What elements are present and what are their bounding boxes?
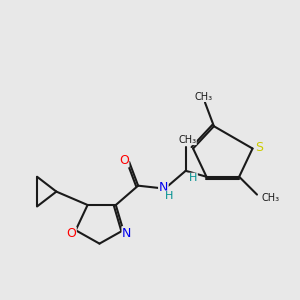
Text: CH₃: CH₃	[178, 135, 196, 145]
Text: N: N	[159, 181, 168, 194]
Text: N: N	[122, 227, 131, 240]
Text: S: S	[255, 140, 263, 154]
Text: CH₃: CH₃	[262, 193, 280, 202]
Text: H: H	[189, 173, 197, 183]
Text: O: O	[119, 154, 129, 167]
Text: H: H	[165, 191, 173, 201]
Text: CH₃: CH₃	[194, 92, 213, 101]
Text: O: O	[66, 227, 76, 240]
